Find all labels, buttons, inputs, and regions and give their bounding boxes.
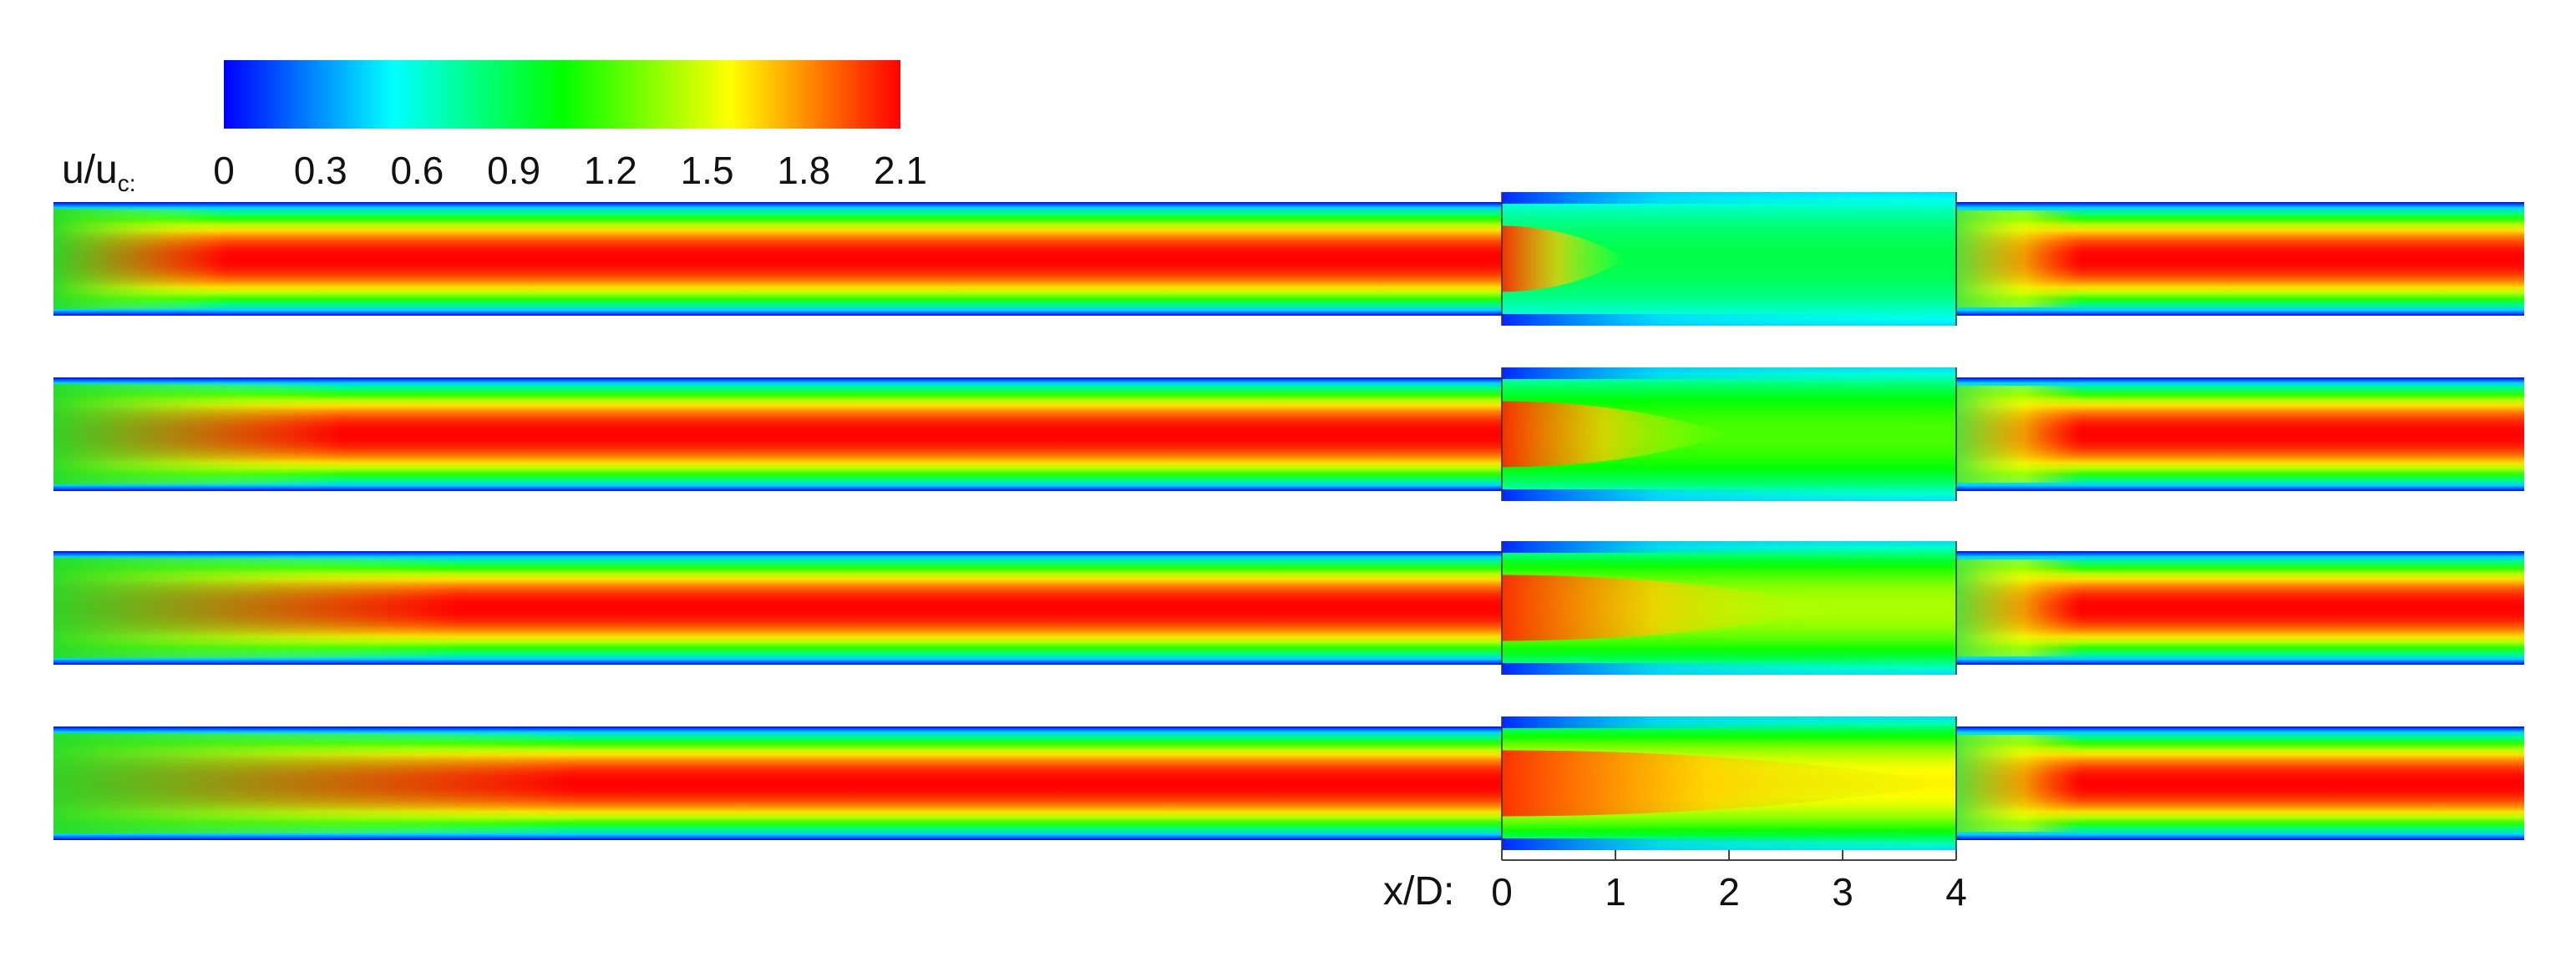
inlet-development-overlay bbox=[53, 384, 1502, 484]
colorbar-tick-label: 0.9 bbox=[487, 149, 541, 192]
x-axis-tick-label: 3 bbox=[1832, 870, 1853, 914]
section-bottom-wall-layer bbox=[1502, 838, 1956, 850]
colorbar-tick-label: 1.2 bbox=[583, 149, 637, 192]
x-axis-tick-label: 4 bbox=[1945, 870, 1967, 914]
section-top-wall-layer bbox=[1502, 541, 1956, 553]
section-top-wall-layer bbox=[1502, 192, 1956, 204]
x-axis-tick-label: 1 bbox=[1605, 870, 1626, 914]
section-bottom-wall-layer bbox=[1502, 663, 1956, 675]
x-axis-tick-label: 0 bbox=[1491, 870, 1513, 914]
section-top-wall-layer bbox=[1502, 367, 1956, 379]
downstream-recovery-overlay bbox=[1956, 210, 2524, 307]
section-bottom-wall-layer bbox=[1502, 314, 1956, 326]
colorbar-tick-label: 1.8 bbox=[777, 149, 831, 192]
downstream-recovery-overlay bbox=[1956, 559, 2524, 656]
inlet-development-overlay bbox=[53, 209, 1502, 309]
panel-3 bbox=[53, 541, 2524, 675]
downstream-recovery-overlay bbox=[1956, 735, 2524, 832]
jet-core-region bbox=[1502, 750, 1956, 817]
jet-core-region bbox=[1502, 225, 1627, 292]
colorbar bbox=[224, 60, 900, 129]
panel-4 bbox=[53, 716, 2524, 850]
panel-1 bbox=[53, 192, 2524, 326]
jet-core-region bbox=[1502, 575, 1843, 641]
colorbar-tick-label: 1.5 bbox=[680, 149, 734, 192]
colorbar-tick-label: 0 bbox=[213, 149, 235, 192]
jet-core-region bbox=[1502, 401, 1729, 468]
downstream-recovery-overlay bbox=[1956, 386, 2524, 483]
colorbar-tick-label: 0.6 bbox=[390, 149, 444, 192]
colorbar-tick-label: 2.1 bbox=[874, 149, 927, 192]
x-axis-tick-label: 2 bbox=[1718, 870, 1740, 914]
panel-2 bbox=[53, 367, 2524, 501]
inlet-development-overlay bbox=[53, 733, 1502, 833]
inlet-development-overlay bbox=[53, 558, 1502, 658]
colorbar-label: u/uc: bbox=[62, 148, 136, 196]
section-top-wall-layer bbox=[1502, 716, 1956, 728]
colorbar-tick-label: 0.3 bbox=[293, 149, 347, 192]
x-axis-label: x/D: bbox=[1383, 869, 1455, 914]
section-bottom-wall-layer bbox=[1502, 489, 1956, 501]
